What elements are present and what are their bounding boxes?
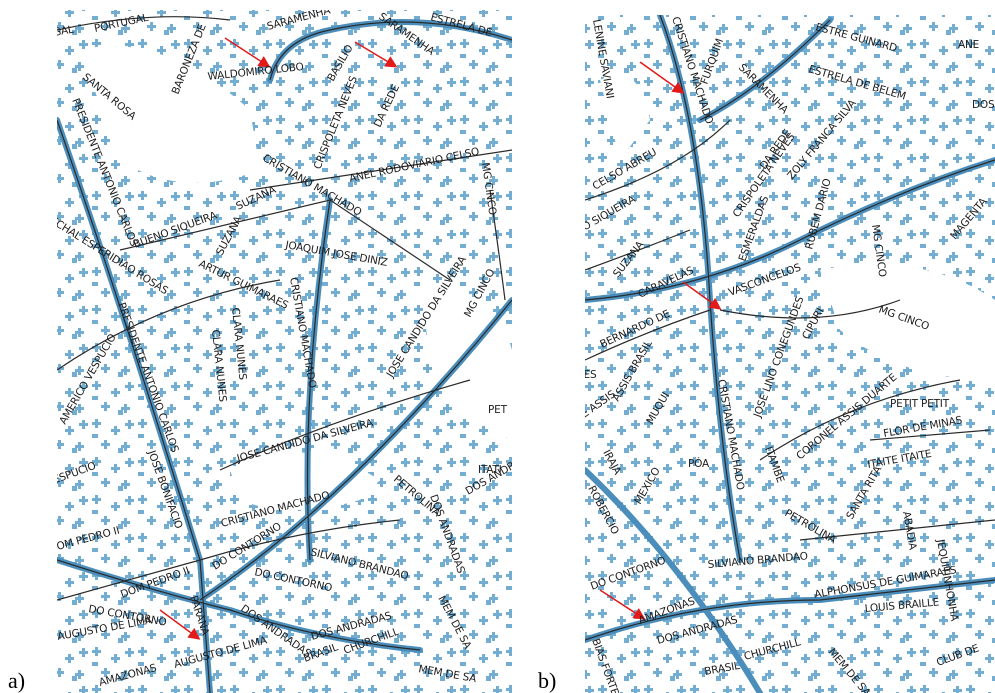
street-label: ANE [958,39,979,51]
panel-label: a) [8,668,25,693]
street-label: JAMES [564,369,597,381]
street-label: PETIT PETIT [890,398,950,410]
street-label: PÓA [688,457,710,470]
street-label: DOS [972,99,995,111]
panel-label: b) [538,668,556,693]
street-label: PET [488,404,508,416]
figure: PORTUGALPORTUGALBARONEZA DESARAMENHAWALD… [0,0,995,693]
